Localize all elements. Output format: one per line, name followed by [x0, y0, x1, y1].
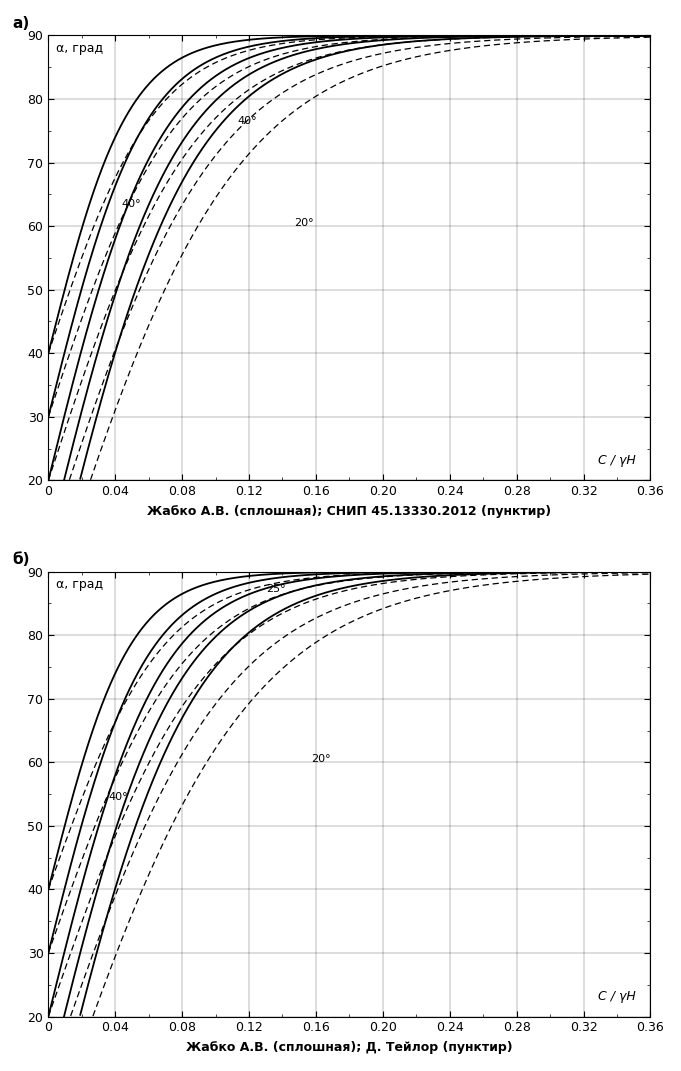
- Text: C / γH: C / γH: [598, 991, 635, 1004]
- Text: 25°: 25°: [266, 585, 285, 594]
- Text: 40°: 40°: [122, 199, 142, 209]
- X-axis label: Жабко А.В. (сплошная); СНИП 45.13330.2012 (пунктир): Жабко А.В. (сплошная); СНИП 45.13330.201…: [147, 506, 552, 518]
- Text: α, град: α, град: [56, 578, 103, 591]
- Text: α, град: α, град: [56, 42, 103, 55]
- Text: 20°: 20°: [294, 217, 314, 228]
- Text: 20°: 20°: [311, 754, 330, 764]
- Text: б): б): [12, 553, 30, 568]
- Text: C / γH: C / γH: [598, 454, 635, 467]
- Text: а): а): [12, 16, 29, 31]
- Text: 40°: 40°: [238, 117, 257, 126]
- X-axis label: Жабко А.В. (сплошная); Д. Тейлор (пунктир): Жабко А.В. (сплошная); Д. Тейлор (пункти…: [186, 1041, 513, 1054]
- Text: 40°: 40°: [108, 793, 128, 802]
